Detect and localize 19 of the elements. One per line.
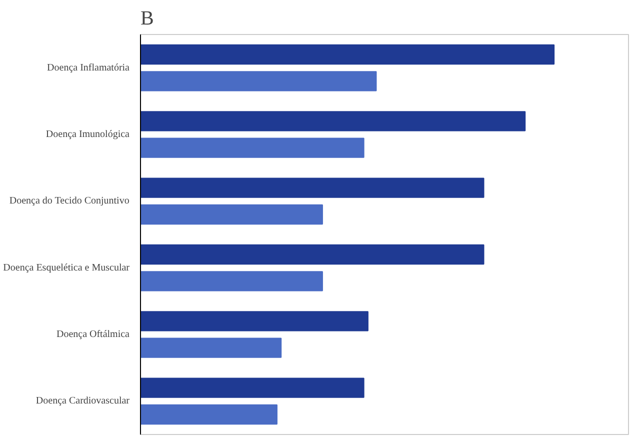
y-tick-label: Doença Cardiovascular [36, 396, 130, 407]
bar [140, 378, 364, 398]
bar [140, 71, 377, 92]
bar [140, 244, 484, 265]
bar [140, 311, 368, 332]
bar [140, 178, 484, 198]
y-tick-label: Doença Esquelética e Muscular [3, 262, 130, 274]
chart-title: B [140, 8, 154, 30]
y-tick-label: Doença Oftálmica [56, 329, 130, 340]
bar [140, 204, 323, 225]
bar [140, 338, 282, 358]
bar [140, 44, 555, 65]
bar [140, 138, 364, 158]
bar [140, 271, 323, 292]
bar [140, 111, 526, 132]
y-tick-label: Doença Imunológica [46, 129, 130, 140]
bar [140, 404, 278, 425]
y-tick-label: Doença do Tecido Conjuntivo [9, 196, 130, 207]
y-tick-label: Doença Inflamatória [47, 62, 130, 74]
